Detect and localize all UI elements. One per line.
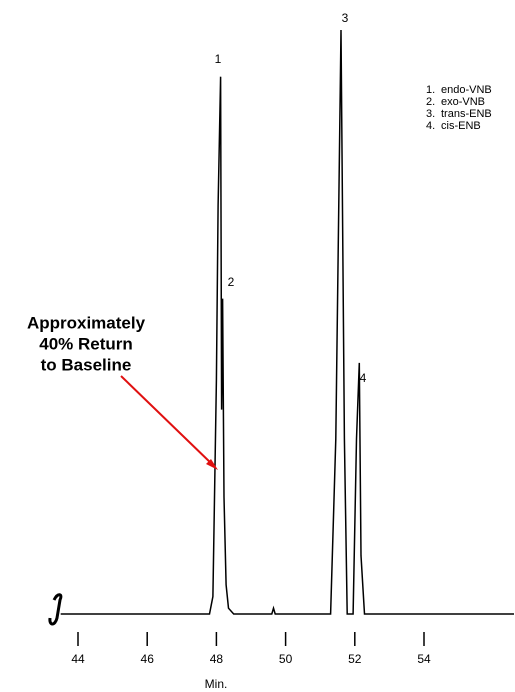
x-tick-label: 48 [210,652,224,666]
peak-label: 1 [215,52,222,66]
legend-name: endo-VNB [441,84,492,96]
peak-label: 3 [342,11,349,25]
x-tick-label: 46 [141,652,155,666]
x-tick-label: 50 [279,652,293,666]
annotation: Approximately [27,313,146,332]
x-tick-label: 54 [417,652,431,666]
legend-number: 4. [426,120,435,132]
annotation-arrowhead [206,459,218,470]
x-tick-label: 44 [71,652,85,666]
legend-name: exo-VNB [441,96,485,108]
annotation: 40% Return [39,334,133,353]
integrator-symbol [48,593,63,626]
x-tick-label: 52 [348,652,362,666]
peak-label: 4 [360,371,367,385]
x-axis-label: Min. [205,677,228,691]
annotation: to Baseline [41,355,132,374]
legend-number: 1. [426,84,435,96]
legend-number: 3. [426,108,435,120]
legend-name: trans-ENB [441,108,492,120]
annotation-arrow [120,375,215,467]
legend-number: 2. [426,96,435,108]
trace [60,29,514,615]
legend-name: cis-ENB [441,120,481,132]
peak-label: 2 [228,275,235,289]
